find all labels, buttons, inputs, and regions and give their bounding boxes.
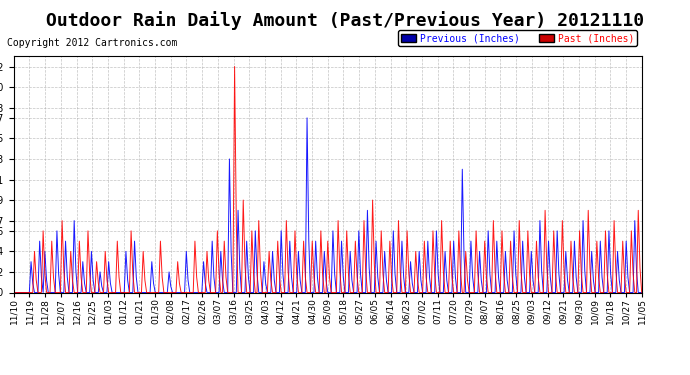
Legend: Previous (Inches), Past (Inches): Previous (Inches), Past (Inches) [398, 30, 637, 46]
Text: Copyright 2012 Cartronics.com: Copyright 2012 Cartronics.com [7, 38, 177, 48]
Text: Outdoor Rain Daily Amount (Past/Previous Year) 20121110: Outdoor Rain Daily Amount (Past/Previous… [46, 11, 644, 30]
